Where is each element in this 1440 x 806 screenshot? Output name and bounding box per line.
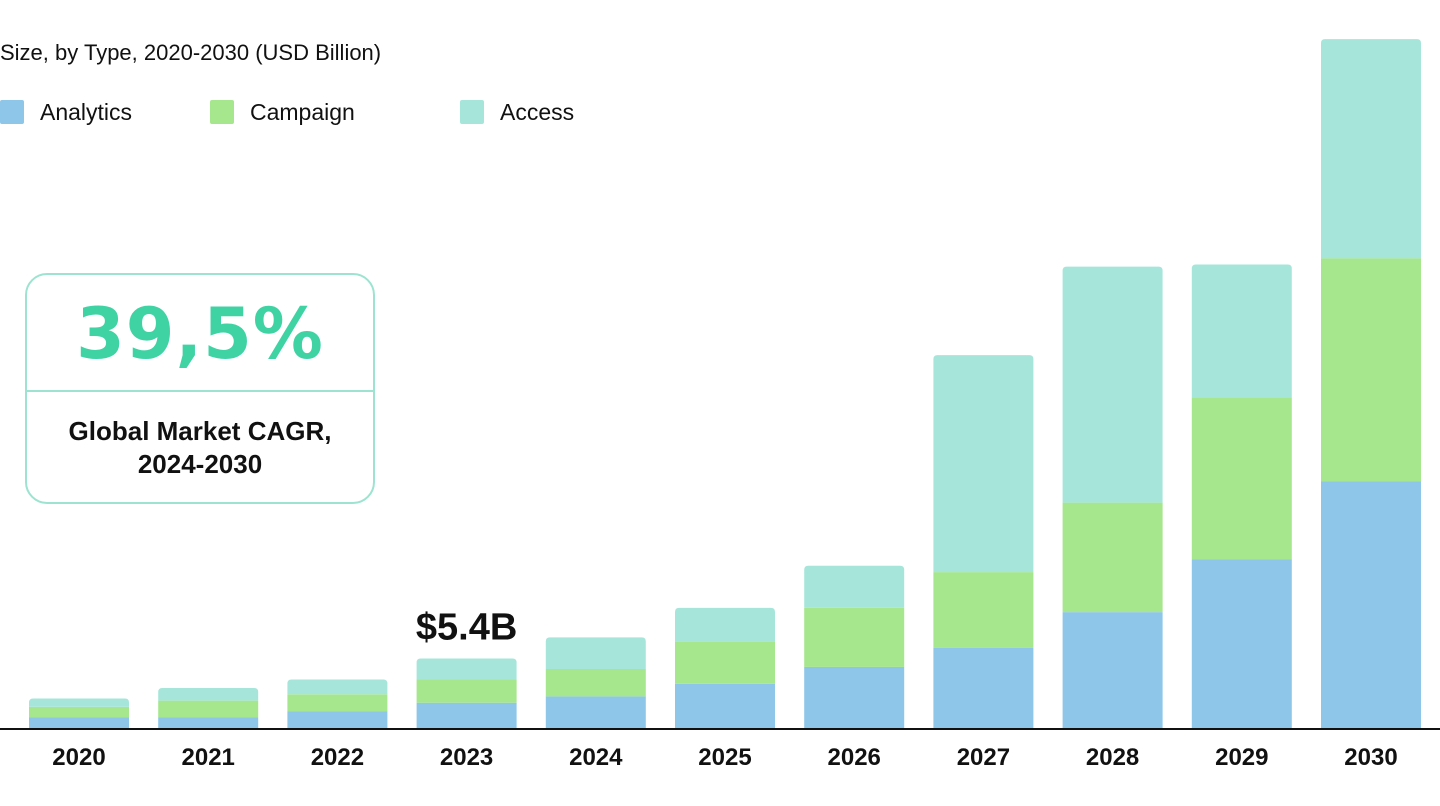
bar-2020-access — [29, 698, 129, 707]
legend-swatch-access — [460, 100, 484, 124]
legend-label-access: Access — [500, 98, 575, 125]
legend-item-access: Access — [460, 98, 574, 126]
x-tick-label-2029: 2029 — [1215, 744, 1268, 771]
bar-2020-analytics — [29, 717, 129, 728]
legend-swatch-analytics — [0, 100, 24, 124]
bar-2025-campaign — [675, 641, 775, 684]
cagr-callout: 39,5% Global Market CAGR, 2024-2030 — [25, 273, 375, 504]
chart-title: Size, by Type, 2020-2030 (USD Billion) — [0, 40, 382, 65]
bar-2026-analytics — [804, 666, 905, 728]
bar-2027-analytics — [933, 647, 1034, 728]
x-tick-label-2030: 2030 — [1344, 744, 1397, 771]
bar-2030-analytics — [1321, 481, 1421, 728]
x-tick-label-2028: 2028 — [1086, 744, 1139, 771]
bar-2025-analytics — [675, 683, 775, 728]
bar-2026-campaign — [804, 607, 905, 667]
x-tick-label-2023: 2023 — [440, 744, 493, 771]
bar-2027-access — [933, 355, 1034, 573]
bar-2025-access — [675, 607, 775, 642]
cagr-label: Global Market CAGR, 2024-2030 — [68, 416, 332, 479]
bar-2024-access — [545, 637, 646, 670]
bar-2027-campaign — [933, 572, 1034, 648]
bar-2029-campaign — [1191, 397, 1292, 560]
legend-label-analytics: Analytics — [40, 98, 133, 125]
legend-item-campaign: Campaign — [210, 98, 355, 126]
bar-2030-access — [1321, 39, 1421, 259]
bar-2024-analytics — [545, 696, 646, 728]
bar-2022-campaign — [287, 694, 388, 712]
bar-2021-analytics — [158, 717, 259, 728]
bar-2020-campaign — [29, 706, 129, 718]
cagr-value: 39,5% — [76, 293, 324, 375]
bar-2029-access — [1191, 264, 1292, 398]
bar-2023-access — [416, 658, 517, 680]
bar-2028-access — [1062, 266, 1163, 503]
bar-2028-analytics — [1062, 612, 1163, 728]
legend-label-campaign: Campaign — [250, 98, 355, 125]
bar-2021-access — [158, 687, 259, 701]
bar-2022-analytics — [287, 711, 388, 728]
bar-annotation-2023: $5.4B — [416, 606, 517, 648]
cagr-divider — [27, 390, 373, 392]
bar-2022-access — [287, 679, 388, 695]
x-tick-label-2024: 2024 — [569, 744, 623, 771]
bar-2021-campaign — [158, 700, 259, 718]
bar-2026-access — [804, 565, 905, 608]
x-tick-label-2020: 2020 — [52, 744, 105, 771]
bar-2023-analytics — [416, 702, 517, 728]
x-tick-label-2026: 2026 — [828, 744, 881, 771]
bar-2024-campaign — [545, 669, 646, 697]
x-tick-label-2022: 2022 — [311, 744, 364, 771]
x-tick-label-2021: 2021 — [182, 744, 235, 771]
x-tick-label-2025: 2025 — [698, 744, 751, 771]
bar-2029-analytics — [1191, 559, 1292, 728]
bar-2030-campaign — [1321, 258, 1421, 482]
legend-item-analytics: Analytics — [0, 98, 132, 126]
x-tick-label-2027: 2027 — [957, 744, 1010, 771]
legend-swatch-campaign — [210, 100, 234, 124]
bar-2023-campaign — [416, 679, 517, 703]
bar-2028-campaign — [1062, 502, 1163, 613]
